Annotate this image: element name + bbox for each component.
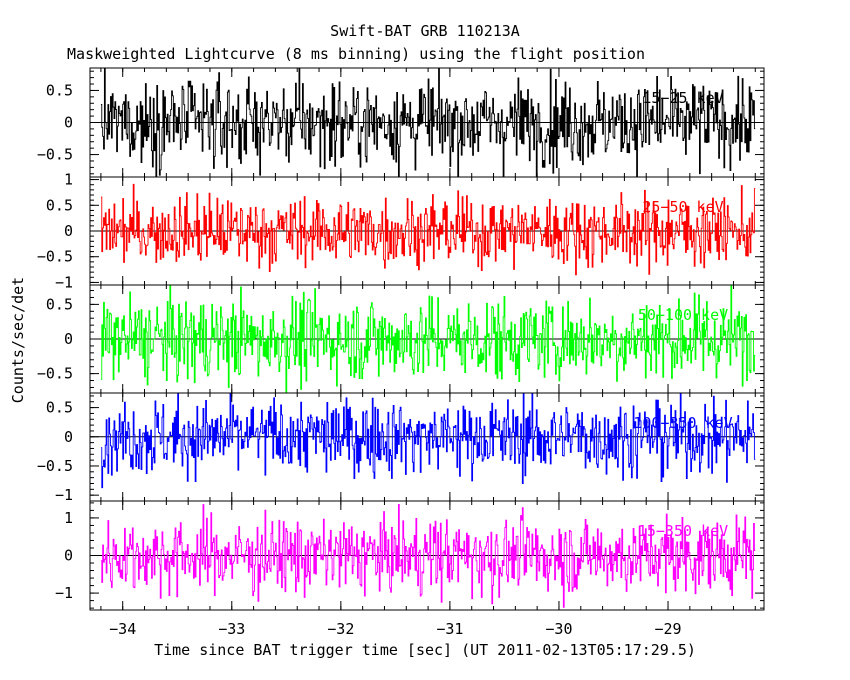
y-tick-label: −1 bbox=[55, 486, 73, 504]
panel-100-350-kev: 0.5 0 −0.5 −1 100−350 keV bbox=[37, 392, 765, 504]
x-tick-label: −32 bbox=[327, 620, 354, 638]
x-tick-label: −34 bbox=[109, 620, 136, 638]
chart-title: Swift-BAT GRB 110213A bbox=[330, 22, 520, 40]
y-tick-label: 0 bbox=[64, 330, 73, 348]
panels-group: 0.5 0 −0.5 15−25 keV 1 0.5 0 −0.5 −1 25−50 keV 0.5… bbox=[37, 67, 765, 611]
y-tick-label: 0 bbox=[64, 222, 73, 240]
y-axis-label: Counts/sec/det bbox=[9, 277, 27, 403]
series-trace bbox=[100, 393, 756, 489]
panel-label: 100−350 keV bbox=[633, 414, 732, 432]
y-tick-label: −0.5 bbox=[37, 457, 73, 475]
y-tick-label: −0.5 bbox=[37, 365, 73, 383]
chart-subtitle: Maskweighted Lightcurve (8 ms binning) u… bbox=[67, 45, 645, 63]
y-tick-label: −0.5 bbox=[37, 146, 73, 164]
panel-label: 15−350 keV bbox=[638, 522, 728, 540]
x-axis-label: Time since BAT trigger time [sec] (UT 20… bbox=[154, 641, 696, 659]
panel-15-350-kev: 1 0 −1 15−350 keV bbox=[55, 500, 765, 611]
x-axis-labels: −34 −33 −32 −31 −30 −29 bbox=[109, 620, 681, 638]
series-trace bbox=[100, 503, 756, 608]
y-tick-label: 0.5 bbox=[46, 196, 73, 214]
y-tick-label: 0.5 bbox=[46, 399, 73, 417]
y-tick-label: −0.5 bbox=[37, 248, 73, 266]
panel-15-25-kev: 0.5 0 −0.5 15−25 keV bbox=[37, 67, 765, 178]
y-tick-label: 1 bbox=[64, 509, 73, 527]
series-trace bbox=[100, 183, 756, 276]
panel-label: 15−25 keV bbox=[642, 89, 723, 107]
panel-50-100-kev: 0.5 0 −0.5 50−100 keV bbox=[37, 284, 765, 394]
y-tick-label: 1 bbox=[64, 171, 73, 189]
x-tick-label: −30 bbox=[545, 620, 572, 638]
series-trace bbox=[100, 68, 756, 177]
y-tick-label: 0 bbox=[64, 114, 73, 132]
x-tick-label: −33 bbox=[218, 620, 245, 638]
y-tick-label: −1 bbox=[55, 584, 73, 602]
y-tick-label: 0.5 bbox=[46, 295, 73, 313]
y-tick-label: 0.5 bbox=[46, 81, 73, 99]
y-tick-label: 0 bbox=[64, 428, 73, 446]
x-tick-label: −31 bbox=[436, 620, 463, 638]
series-trace bbox=[100, 285, 756, 393]
x-tick-label: −29 bbox=[654, 620, 681, 638]
panel-25-50-kev: 1 0.5 0 −0.5 −1 25−50 keV bbox=[37, 171, 765, 291]
y-tick-label: −1 bbox=[55, 273, 73, 291]
panel-label: 25−50 keV bbox=[642, 198, 723, 216]
y-tick-label: 0 bbox=[64, 547, 73, 565]
panel-label: 50−100 keV bbox=[638, 306, 728, 324]
